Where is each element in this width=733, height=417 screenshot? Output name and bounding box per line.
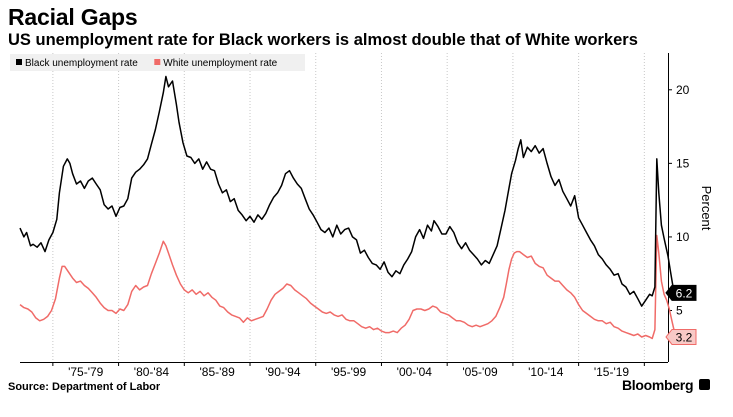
black-end-label: 6.2 <box>665 284 697 301</box>
end-label-box <box>665 284 697 301</box>
vertical-gridlines <box>52 53 645 362</box>
legend-label-white: White unemployment rate <box>163 58 277 69</box>
end-label-text: 6.2 <box>676 286 693 300</box>
x-tick-label: '00-'04 <box>397 365 433 379</box>
source-note: Source: Department of Labor <box>8 381 161 393</box>
chart-title: Racial Gaps <box>8 4 138 30</box>
bloomberg-logo: Bloomberg <box>622 377 694 393</box>
x-tick-label: '85-'89 <box>200 365 236 379</box>
y-axis-label: Percent <box>699 186 714 231</box>
white-rate-line <box>19 234 679 340</box>
bloomberg-mark-icon <box>699 379 710 390</box>
y-tick-label: 5 <box>676 304 683 318</box>
legend-swatch-black <box>16 59 22 65</box>
y-tick-label: 10 <box>676 230 690 244</box>
end-value-labels: 6.2 3.2 <box>665 284 697 345</box>
white-end-label: 3.2 <box>665 328 697 345</box>
x-tick-label: '10-'14 <box>528 365 564 379</box>
y-tick-label: 15 <box>676 156 690 170</box>
end-label-box <box>665 328 697 345</box>
x-tick-label: '90-'94 <box>265 365 301 379</box>
x-axis-ticks: '75-'79 '80-'84 '85-'89 '90-'94 '95-'99 '00-'… <box>52 362 645 379</box>
x-tick-label: '80-'84 <box>134 365 170 379</box>
series-lines <box>19 75 679 340</box>
x-tick-label: '15-'19 <box>594 365 630 379</box>
black-rate-line <box>19 75 679 307</box>
y-tick-label: 20 <box>676 83 690 97</box>
chart-subtitle: US unemployment rate for Black workers i… <box>8 31 638 49</box>
legend-swatch-white <box>154 59 161 65</box>
legend: Black unemployment rate White unemploymen… <box>10 54 305 71</box>
end-label-text: 3.2 <box>676 330 693 344</box>
y-axis-ticks: 5 10 15 20 <box>668 83 690 318</box>
x-tick-label: '75-'79 <box>68 365 104 379</box>
x-tick-label: '05-'09 <box>462 365 498 379</box>
x-tick-label: '95-'99 <box>331 365 367 379</box>
legend-label-black: Black unemployment rate <box>25 58 138 69</box>
